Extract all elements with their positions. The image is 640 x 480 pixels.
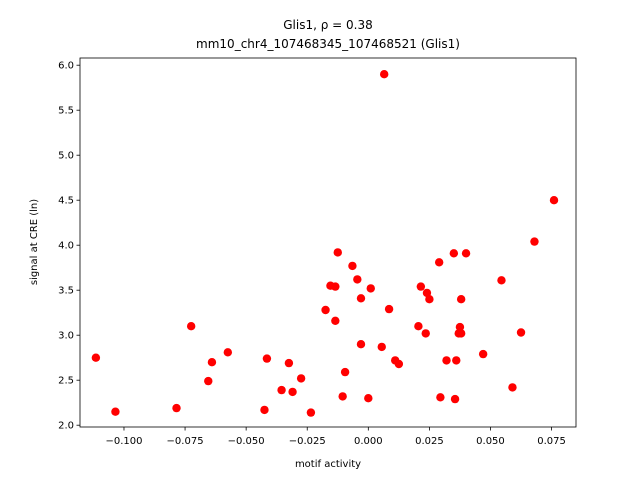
y-tick-label: 6.0: [58, 61, 74, 72]
x-axis-label: motif activity: [295, 459, 361, 470]
scatter-point: [530, 237, 539, 246]
scatter-point: [366, 284, 375, 293]
y-tick-label: 2.5: [58, 376, 74, 387]
scatter-point: [425, 295, 434, 304]
scatter-point: [456, 329, 466, 338]
scatter-point: [379, 70, 389, 79]
scatter-point: [172, 403, 181, 413]
y-tick-label: 4.0: [58, 241, 74, 252]
scatter-point: [356, 294, 366, 303]
scatter-point: [284, 358, 294, 368]
scatter-point: [549, 196, 559, 205]
scatter-point: [434, 258, 444, 267]
y-tick-label: 2.0: [58, 421, 74, 432]
x-tick-label: 0.050: [476, 436, 505, 447]
scatter-point: [384, 304, 394, 314]
plot-frame: [79, 57, 577, 428]
y-tick-label: 4.5: [58, 196, 74, 207]
chart-subtitle: mm10_chr4_107468345_107468521 (Glis1): [196, 37, 460, 51]
scatter-point: [394, 359, 404, 369]
chart-title-gene: Glis1, ρ = 0.38: [283, 18, 373, 32]
scatter-point: [461, 249, 471, 258]
scatter-point: [186, 322, 196, 331]
x-tick-label: −0.075: [167, 436, 204, 447]
scatter-point: [353, 275, 362, 284]
scatter-point: [414, 322, 423, 331]
scatter-point: [333, 248, 342, 257]
scatter-point: [436, 393, 445, 402]
scatter-point: [340, 367, 350, 377]
scatter-point: [478, 349, 488, 359]
x-tick-label: 0.025: [415, 436, 444, 447]
scatter-point: [331, 316, 340, 325]
x-tick-label: −0.025: [289, 436, 326, 447]
scatter-point: [331, 282, 340, 291]
scatter-point: [338, 392, 347, 401]
chart-title: Glis1, ρ = 0.38: [283, 18, 373, 32]
y-tick-label: 5.0: [58, 151, 74, 162]
scatter-point: [306, 408, 316, 417]
scatter-point: [416, 282, 426, 291]
scatter-point: [204, 376, 213, 386]
scatter-point: [455, 322, 465, 332]
y-axis-label: signal at CRE (ln): [29, 199, 40, 285]
scatter-point: [364, 394, 373, 403]
scatter-point: [296, 374, 306, 383]
scatter-point: [452, 356, 461, 365]
scatter-point: [356, 340, 366, 349]
scatter-point: [277, 385, 286, 395]
scatter-point: [449, 249, 459, 258]
scatter-point: [207, 358, 217, 367]
scatter-point: [456, 295, 466, 304]
x-tick-label: 0.075: [537, 436, 566, 447]
scatter-point: [288, 387, 297, 397]
x-axis: −0.100 −0.075 −0.050 −0.025 0.000 0.025 0.050 0…: [105, 427, 566, 447]
scatter-point: [348, 261, 357, 271]
points-layer: [91, 70, 559, 417]
scatter-point: [422, 288, 432, 298]
y-tick-label: 3.5: [58, 286, 74, 297]
scatter-point: [260, 405, 269, 415]
scatter-point: [497, 276, 506, 285]
scatter-point: [321, 305, 330, 315]
x-tick-label: 0.000: [354, 436, 383, 447]
scatter-point: [450, 394, 460, 404]
scatter-point: [516, 328, 526, 337]
scatter-point: [421, 329, 430, 338]
y-tick-label: 5.5: [58, 106, 74, 117]
scatter-point: [377, 342, 386, 352]
scatter-point: [262, 354, 272, 363]
scatter-point: [442, 356, 451, 365]
scatter-point: [508, 383, 517, 392]
x-tick-label: −0.100: [105, 436, 142, 447]
scatter-point: [223, 348, 233, 357]
scatter-point: [111, 407, 120, 416]
y-tick-label: 3.0: [58, 331, 74, 342]
scatter-point: [91, 353, 101, 362]
x-tick-label: −0.050: [228, 436, 265, 447]
y-axis: 2.0 2.5 3.0 3.5 4.0 4.5 5.0 5.5 6.0: [58, 61, 80, 432]
